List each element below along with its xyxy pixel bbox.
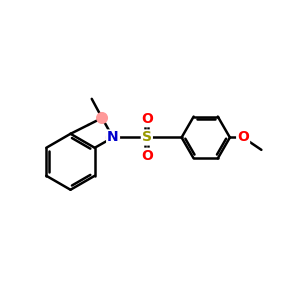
Text: O: O [141, 149, 153, 163]
Text: O: O [237, 130, 249, 145]
Text: O: O [141, 112, 153, 126]
Circle shape [106, 131, 119, 144]
Text: N: N [107, 130, 119, 145]
Circle shape [97, 113, 107, 123]
Text: S: S [142, 130, 152, 145]
